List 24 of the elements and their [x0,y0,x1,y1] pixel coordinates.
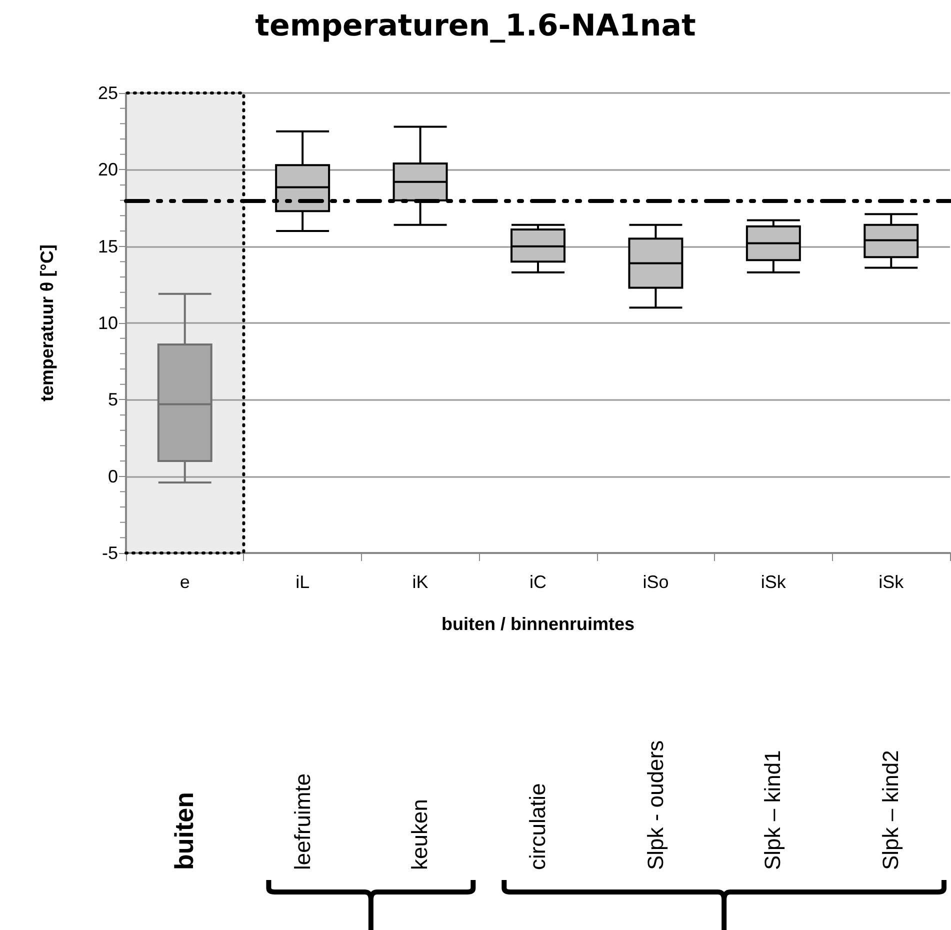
x-tick-label: iSk [760,572,787,592]
text: leefruimte [290,773,316,870]
text: Slpk – kind2 [878,750,904,870]
text: buiten [169,792,200,870]
y-tick-label: -5 [102,543,118,563]
x-tick-label: iL [296,572,310,592]
x-tick-label: iSk [878,572,905,592]
x-tick-label: iK [412,572,428,592]
y-tick-label: 15 [98,236,118,256]
y-tick-label: 10 [98,313,118,333]
y-axis-title: temperatuur θ [°C] [37,244,57,402]
text: Slpk - ouders [642,740,669,870]
x-axis-title: buiten / binnenruimtes [441,614,635,634]
text: Slpk – kind1 [760,750,786,870]
x-tick-label: iSo [642,572,669,592]
text: circulatie [525,783,551,870]
text: keuken [407,799,434,870]
x-tick-label: e [180,572,190,592]
chart-title: temperaturen_1.6-NA1nat [255,8,696,44]
y-tick-label: 0 [108,466,118,486]
y-tick-label: 20 [98,160,118,180]
y-tick-label: 25 [98,83,118,103]
y-tick-label: 5 [108,390,118,410]
x-tick-label: iC [530,572,546,592]
